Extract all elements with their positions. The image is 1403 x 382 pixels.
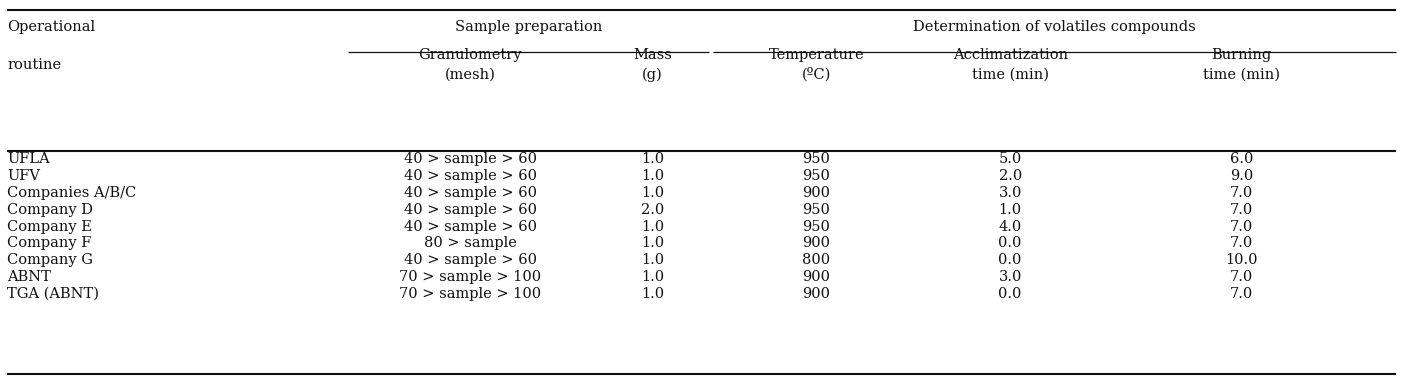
Text: 4.0: 4.0: [999, 220, 1021, 233]
Text: Burning: Burning: [1212, 49, 1271, 62]
Text: Granulometry: Granulometry: [418, 49, 522, 62]
Text: 7.0: 7.0: [1230, 220, 1253, 233]
Text: 1.0: 1.0: [641, 287, 664, 301]
Text: UFV: UFV: [7, 169, 41, 183]
Text: 2.0: 2.0: [999, 169, 1021, 183]
Text: 900: 900: [803, 236, 831, 250]
Text: Acclimatization: Acclimatization: [953, 49, 1068, 62]
Text: Company F: Company F: [7, 236, 91, 250]
Text: 6.0: 6.0: [1230, 152, 1253, 166]
Text: 10.0: 10.0: [1225, 253, 1258, 267]
Text: Temperature: Temperature: [769, 49, 864, 62]
Text: 70 > sample > 100: 70 > sample > 100: [398, 287, 542, 301]
Text: (mesh): (mesh): [445, 68, 495, 81]
Text: 1.0: 1.0: [999, 203, 1021, 217]
Text: 950: 950: [803, 203, 831, 217]
Text: 1.0: 1.0: [641, 236, 664, 250]
Text: Companies A/B/C: Companies A/B/C: [7, 186, 136, 200]
Text: 3.0: 3.0: [999, 186, 1021, 200]
Text: 0.0: 0.0: [999, 253, 1021, 267]
Text: Sample preparation: Sample preparation: [455, 20, 602, 34]
Text: 7.0: 7.0: [1230, 203, 1253, 217]
Text: 1.0: 1.0: [641, 270, 664, 284]
Text: 40 > sample > 60: 40 > sample > 60: [404, 186, 536, 200]
Text: UFLA: UFLA: [7, 152, 49, 166]
Text: TGA (ABNT): TGA (ABNT): [7, 287, 100, 301]
Text: 40 > sample > 60: 40 > sample > 60: [404, 253, 536, 267]
Text: 950: 950: [803, 152, 831, 166]
Text: 900: 900: [803, 186, 831, 200]
Text: 1.0: 1.0: [641, 253, 664, 267]
Text: (g): (g): [643, 67, 662, 82]
Text: 2.0: 2.0: [641, 203, 664, 217]
Text: 0.0: 0.0: [999, 287, 1021, 301]
Text: 900: 900: [803, 287, 831, 301]
Text: 80 > sample: 80 > sample: [424, 236, 516, 250]
Text: (ºC): (ºC): [803, 67, 831, 82]
Text: 1.0: 1.0: [641, 220, 664, 233]
Text: 1.0: 1.0: [641, 152, 664, 166]
Text: time (min): time (min): [972, 68, 1048, 81]
Text: 0.0: 0.0: [999, 236, 1021, 250]
Text: 7.0: 7.0: [1230, 236, 1253, 250]
Text: 950: 950: [803, 220, 831, 233]
Text: 40 > sample > 60: 40 > sample > 60: [404, 152, 536, 166]
Text: routine: routine: [7, 58, 62, 72]
Text: Mass: Mass: [633, 49, 672, 62]
Text: time (min): time (min): [1204, 68, 1280, 81]
Text: 40 > sample > 60: 40 > sample > 60: [404, 203, 536, 217]
Text: 70 > sample > 100: 70 > sample > 100: [398, 270, 542, 284]
Text: Operational: Operational: [7, 20, 95, 34]
Text: 1.0: 1.0: [641, 186, 664, 200]
Text: 950: 950: [803, 169, 831, 183]
Text: Company G: Company G: [7, 253, 93, 267]
Text: 40 > sample > 60: 40 > sample > 60: [404, 169, 536, 183]
Text: Company E: Company E: [7, 220, 91, 233]
Text: ABNT: ABNT: [7, 270, 51, 284]
Text: 800: 800: [803, 253, 831, 267]
Text: 7.0: 7.0: [1230, 287, 1253, 301]
Text: 9.0: 9.0: [1230, 169, 1253, 183]
Text: Company D: Company D: [7, 203, 93, 217]
Text: 5.0: 5.0: [999, 152, 1021, 166]
Text: 40 > sample > 60: 40 > sample > 60: [404, 220, 536, 233]
Text: 3.0: 3.0: [999, 270, 1021, 284]
Text: 1.0: 1.0: [641, 169, 664, 183]
Text: Determination of volatiles compounds: Determination of volatiles compounds: [913, 20, 1195, 34]
Text: 900: 900: [803, 270, 831, 284]
Text: 7.0: 7.0: [1230, 270, 1253, 284]
Text: 7.0: 7.0: [1230, 186, 1253, 200]
